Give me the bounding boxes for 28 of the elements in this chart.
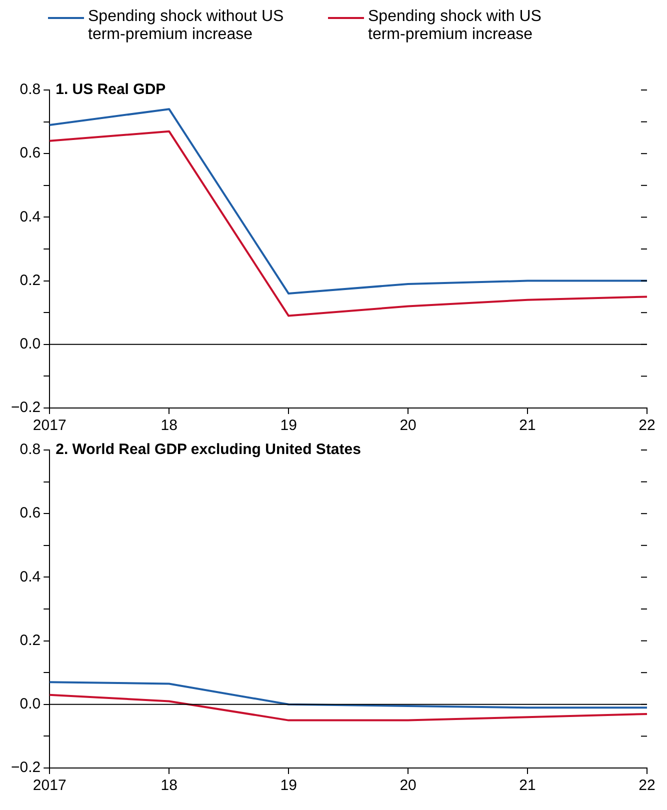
x-tick-label: 19 — [280, 417, 297, 434]
legend-label: Spending shock with US term-premium increase — [368, 8, 542, 44]
x-tick-label: 19 — [280, 777, 297, 794]
y-tick-label: 0.8 — [20, 441, 41, 458]
y-tick-label: 0.2 — [20, 272, 41, 289]
chart-title: 1. US Real GDP — [56, 81, 166, 98]
y-tick-label: 0.2 — [20, 632, 41, 649]
y-tick-label: 0.8 — [20, 81, 41, 98]
y-tick-label: −0.2 — [10, 759, 41, 776]
y-tick-label: 0.6 — [20, 144, 41, 162]
legend-label: Spending shock without US term-premium increase — [88, 8, 285, 44]
x-tick-label: 2017 — [32, 777, 66, 794]
x-tick-label: 22 — [638, 777, 656, 794]
y-tick-label: 0.0 — [20, 336, 41, 353]
y-tick-label: 0.4 — [20, 208, 41, 226]
y-tick-label: 0.6 — [20, 504, 41, 522]
x-tick-label: 20 — [400, 777, 416, 794]
x-tick-label: 2017 — [32, 417, 66, 434]
chart-title: 2. World Real GDP excluding United States — [56, 441, 361, 458]
x-tick-label: 18 — [160, 777, 178, 794]
x-tick-label: 21 — [519, 777, 536, 794]
x-tick-label: 18 — [160, 417, 178, 434]
x-tick-label: 21 — [519, 417, 536, 434]
y-tick-label: −0.2 — [10, 399, 41, 416]
y-tick-label: 0.0 — [20, 696, 41, 713]
x-tick-label: 22 — [638, 417, 656, 434]
y-tick-label: 0.4 — [20, 568, 41, 586]
x-tick-label: 20 — [400, 417, 416, 434]
